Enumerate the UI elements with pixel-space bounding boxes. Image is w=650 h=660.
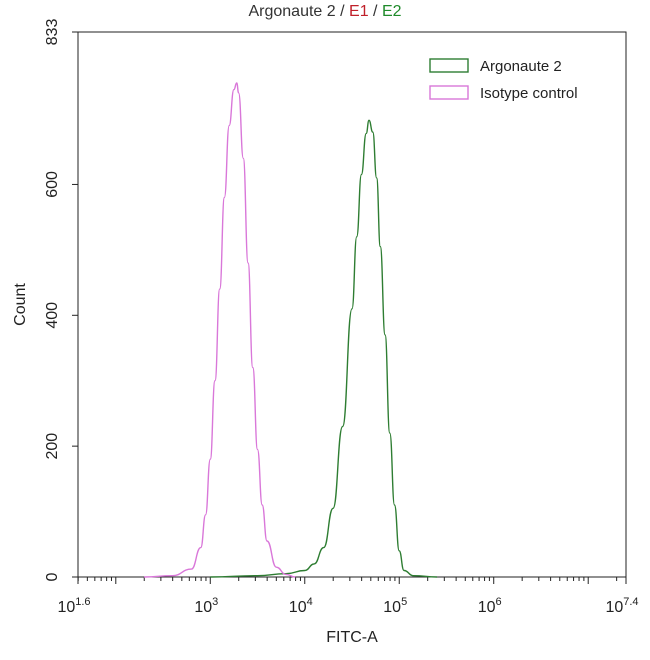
x-tick-label: 101.6 [57,596,90,616]
x-tick-label: 104 [289,596,313,616]
y-tick-label: 833 [44,19,61,46]
series-line-isotype-control [144,82,296,578]
title-part-e1: E1 [349,3,369,20]
legend-label: Isotype control [480,85,578,102]
x-tick-label: 103 [194,596,218,616]
title-part-e2: E2 [381,3,402,20]
x-tick-label: 107.4 [605,596,638,616]
series-line-argonaute-2 [210,119,438,578]
legend-label: Argonaute 2 [480,58,562,75]
y-axis-label: Count [12,283,29,326]
legend-swatch [429,58,469,73]
y-tick-label: 200 [44,433,61,460]
title-separator-2: / [368,3,382,20]
title-separator-1: / [335,3,350,20]
x-tick-label: 105 [383,596,407,616]
y-tick-label: 0 [44,572,61,581]
plot-frame [77,31,627,578]
title-part-protein: Argonaute 2 [248,3,336,20]
y-tick-label: 400 [44,302,61,329]
chart-title: Argonaute 2 / E1 / E2 [0,3,650,21]
y-tick-label: 600 [44,171,61,198]
x-tick-label: 106 [478,596,502,616]
x-axis-label: FITC-A [326,629,378,646]
legend-swatch [429,85,469,100]
